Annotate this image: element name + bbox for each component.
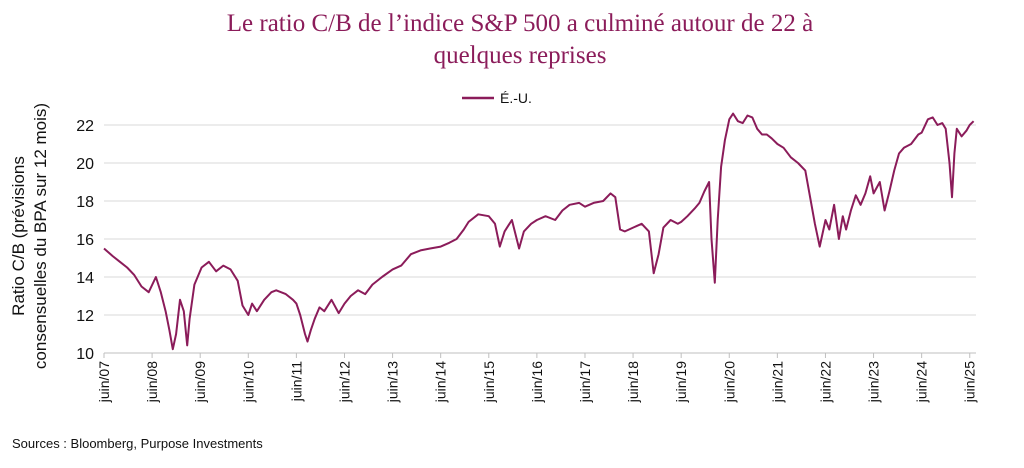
source-note: Sources : Bloomberg, Purpose Investments xyxy=(12,436,263,451)
x-tick-label: juin/18 xyxy=(625,361,641,403)
x-tick-label: juin/23 xyxy=(866,361,882,403)
x-axis-ticks: juin/07 juin/08 juin/09 juin/10 juin/11 juin/… xyxy=(96,353,978,403)
x-tick-label: juin/19 xyxy=(673,361,689,403)
y-axis-ticks: 10 12 14 16 18 20 22 xyxy=(76,118,94,363)
x-tick-label: juin/14 xyxy=(433,361,449,403)
chart-title-line2: quelques reprises xyxy=(433,42,607,69)
y-axis-label-line1: Ratio C/B (prévisions xyxy=(9,156,28,316)
x-tick-label: juin/12 xyxy=(336,361,352,403)
gridlines xyxy=(104,124,976,354)
x-tick-label: juin/13 xyxy=(385,361,401,403)
y-tick-label: 12 xyxy=(76,308,94,325)
x-tick-label: juin/21 xyxy=(769,361,785,403)
x-tick-label: juin/25 xyxy=(962,361,978,403)
y-tick-label: 22 xyxy=(76,118,94,135)
y-axis-label-line2: consensuelles du BPA sur 12 mois) xyxy=(31,103,50,369)
legend: É.-U. xyxy=(462,90,532,106)
x-tick-label: juin/11 xyxy=(288,361,304,402)
y-tick-label: 18 xyxy=(76,194,94,211)
y-tick-label: 20 xyxy=(76,156,94,173)
x-tick-label: juin/24 xyxy=(914,361,930,403)
series-group xyxy=(103,112,975,351)
x-tick-label: juin/07 xyxy=(96,361,112,403)
x-tick-label: juin/15 xyxy=(481,361,497,403)
x-tick-label: juin/10 xyxy=(240,361,256,403)
x-tick-label: juin/20 xyxy=(721,361,737,403)
y-tick-label: 14 xyxy=(76,270,94,287)
legend-label: É.-U. xyxy=(500,90,532,106)
x-tick-label: juin/22 xyxy=(817,361,833,403)
series-line xyxy=(103,112,975,351)
x-tick-label: juin/16 xyxy=(529,361,545,403)
x-tick-label: juin/08 xyxy=(144,361,160,403)
x-tick-label: juin/17 xyxy=(577,361,593,403)
y-tick-label: 10 xyxy=(76,346,94,363)
x-tick-label: juin/09 xyxy=(192,361,208,403)
chart-title-line1: Le ratio C/B de l’indice S&P 500 a culmi… xyxy=(226,10,814,37)
y-tick-label: 16 xyxy=(76,232,94,249)
